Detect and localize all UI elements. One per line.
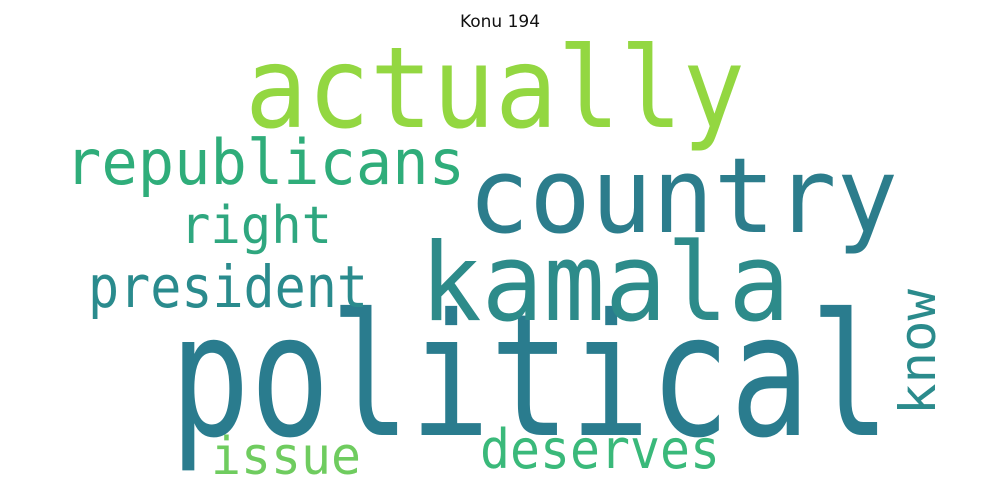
word-issue: issue [211, 427, 361, 487]
word-right: right [180, 196, 332, 256]
word-know: know [889, 288, 947, 415]
word-deserves: deserves [480, 418, 720, 481]
word-country: country [468, 135, 898, 257]
word-kamala: kamala [420, 221, 790, 346]
word-republicans: republicans [65, 126, 465, 199]
figure-title: Konu 194 [459, 12, 541, 32]
word-president: president [88, 253, 368, 321]
word-actually: actually [245, 24, 745, 154]
word-political: political [170, 278, 890, 476]
